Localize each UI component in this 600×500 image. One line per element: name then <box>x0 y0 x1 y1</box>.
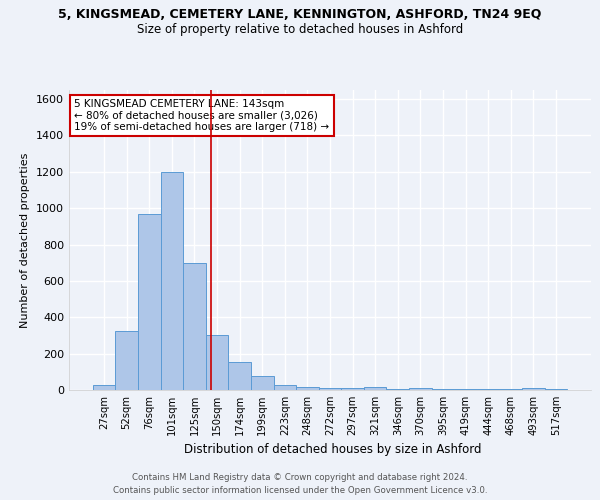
Bar <box>93 386 115 390</box>
Text: Size of property relative to detached houses in Ashford: Size of property relative to detached ho… <box>137 22 463 36</box>
Bar <box>274 386 296 390</box>
Bar <box>115 331 138 390</box>
Y-axis label: Number of detached properties: Number of detached properties <box>20 152 31 328</box>
Bar <box>319 388 341 390</box>
Bar <box>409 388 431 390</box>
Bar <box>454 389 477 390</box>
Bar <box>386 388 409 390</box>
Text: 5, KINGSMEAD, CEMETERY LANE, KENNINGTON, ASHFORD, TN24 9EQ: 5, KINGSMEAD, CEMETERY LANE, KENNINGTON,… <box>58 8 542 20</box>
Bar <box>364 388 386 390</box>
Bar <box>522 388 545 390</box>
Bar <box>229 362 251 390</box>
Bar <box>251 376 274 390</box>
Text: Contains HM Land Registry data © Crown copyright and database right 2024.: Contains HM Land Registry data © Crown c… <box>132 472 468 482</box>
Text: 5 KINGSMEAD CEMETERY LANE: 143sqm
← 80% of detached houses are smaller (3,026)
1: 5 KINGSMEAD CEMETERY LANE: 143sqm ← 80% … <box>74 99 329 132</box>
Bar <box>206 334 229 390</box>
Bar <box>161 172 183 390</box>
Bar <box>431 389 454 390</box>
Text: Distribution of detached houses by size in Ashford: Distribution of detached houses by size … <box>184 442 482 456</box>
Bar <box>341 388 364 390</box>
Bar <box>296 388 319 390</box>
Text: Contains public sector information licensed under the Open Government Licence v3: Contains public sector information licen… <box>113 486 487 495</box>
Bar <box>138 214 161 390</box>
Bar <box>183 262 206 390</box>
